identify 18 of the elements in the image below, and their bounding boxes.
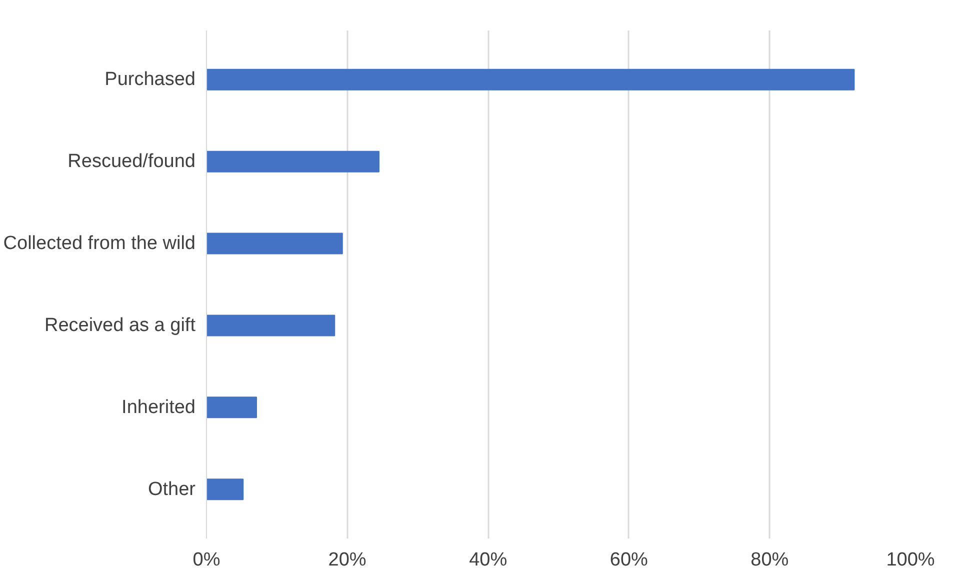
bar <box>206 68 855 90</box>
y-tick-label: Purchased <box>104 69 196 90</box>
y-tick-label: Rescued/found <box>68 151 196 172</box>
x-tick-label: 20% <box>328 550 366 570</box>
bar <box>206 314 336 336</box>
bar <box>206 150 380 172</box>
bar <box>206 232 343 254</box>
y-tick-label: Collected from the wild <box>3 233 196 254</box>
y-tick-label: Other <box>148 478 196 500</box>
x-tick-label: 40% <box>469 550 508 570</box>
y-tick-label: Received as a gift <box>44 314 196 336</box>
y-tick-label: Inherited <box>122 396 196 418</box>
x-tick-label: 0% <box>192 550 220 570</box>
bar <box>206 478 244 500</box>
x-tick-label: 60% <box>610 550 648 570</box>
bar <box>206 396 257 418</box>
x-tick-label: 80% <box>750 550 789 570</box>
x-tick-label: 100% <box>886 550 935 570</box>
